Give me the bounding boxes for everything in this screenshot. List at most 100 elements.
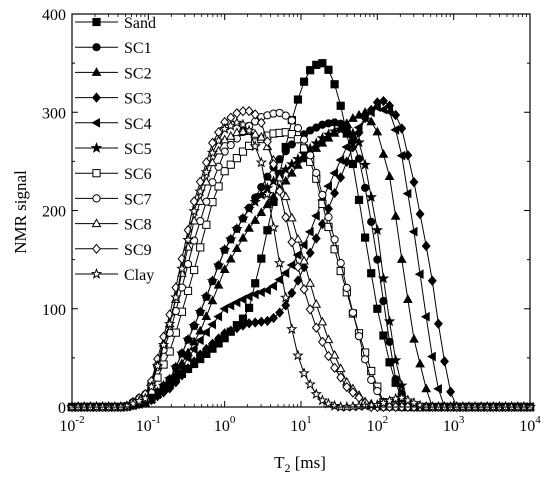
data-point [183, 286, 193, 295]
data-point [281, 147, 290, 156]
data-point [176, 262, 188, 274]
y-tick-label: 0 [58, 400, 66, 417]
data-point [263, 226, 272, 235]
data-point [177, 267, 187, 277]
data-point [256, 207, 267, 216]
data-point [311, 233, 321, 244]
legend-item: SC9 [75, 242, 152, 259]
data-point [409, 177, 419, 188]
y-tick-label: 400 [42, 7, 66, 24]
data-point [226, 160, 235, 169]
y-tick-label: 300 [42, 105, 66, 122]
data-point [299, 135, 309, 144]
data-point [372, 126, 383, 136]
y-tick-label: 100 [42, 302, 66, 319]
data-point [232, 107, 242, 119]
legend-label: Clay [124, 267, 154, 284]
data-point [293, 123, 303, 133]
data-point [287, 116, 296, 125]
series-layer [66, 59, 536, 413]
data-point [214, 162, 223, 171]
data-point [190, 265, 199, 275]
data-point [383, 315, 396, 327]
data-point [378, 148, 389, 158]
data-point [336, 266, 345, 276]
data-point [299, 255, 309, 265]
data-point [354, 154, 364, 163]
data-point [249, 140, 261, 152]
data-point [299, 284, 309, 295]
data-point [274, 172, 285, 182]
data-point [293, 160, 303, 169]
data-point [238, 147, 248, 156]
legend-marker [92, 169, 101, 178]
data-point [305, 247, 315, 258]
data-point [281, 300, 291, 311]
data-point [397, 123, 407, 134]
data-point [384, 106, 394, 117]
data-point [170, 361, 182, 373]
x-axis-label-sub: 2 [284, 461, 290, 475]
data-point [231, 116, 243, 128]
data-point [318, 59, 327, 68]
data-point [286, 260, 296, 270]
legend-label: SC7 [124, 191, 152, 208]
data-point [359, 112, 369, 123]
legend-item: Clay [75, 267, 154, 284]
x-tick-label: 104 [519, 414, 541, 435]
legend-marker [92, 92, 101, 103]
legend-label: SC2 [124, 65, 152, 82]
data-point [244, 223, 254, 232]
data-point [365, 107, 375, 118]
data-point [218, 122, 231, 134]
data-point [226, 325, 236, 336]
data-point [420, 311, 430, 322]
data-point [391, 375, 400, 384]
data-point [305, 278, 316, 287]
legend-item: SC3 [75, 91, 152, 108]
data-point [336, 372, 346, 383]
data-point [414, 269, 424, 280]
data-point [354, 109, 364, 119]
data-point [176, 347, 188, 359]
data-point [323, 181, 332, 191]
legend-item: SC5 [75, 141, 152, 158]
data-point [299, 77, 309, 86]
axes-layer: 0 100 200 300 400 10-2 10-1 100 101 102 103 104 [42, 7, 541, 435]
legend-label: Sand [124, 15, 156, 32]
data-point [324, 65, 333, 74]
data-point [200, 290, 213, 302]
data-point [390, 124, 400, 135]
data-point [293, 233, 303, 243]
data-point [188, 205, 200, 217]
legend-item: SC8 [75, 217, 152, 234]
data-point [238, 106, 248, 117]
data-point [213, 311, 223, 322]
data-point [336, 258, 345, 268]
data-point [328, 399, 341, 411]
data-point [214, 333, 224, 344]
data-point [323, 334, 334, 344]
data-point [330, 187, 340, 199]
data-point [250, 215, 261, 224]
data-point [305, 304, 315, 315]
data-point [341, 142, 351, 152]
data-point [396, 379, 408, 391]
data-point [322, 128, 335, 140]
data-point [317, 316, 328, 326]
x-tick-label: 100 [214, 414, 236, 435]
data-point [421, 240, 431, 252]
data-point [220, 328, 230, 339]
x-tick-label: 10-2 [59, 414, 84, 435]
data-point [207, 295, 218, 305]
data-point [306, 66, 315, 75]
data-point [292, 349, 304, 361]
data-point [232, 154, 241, 163]
data-point [371, 224, 384, 236]
data-point [361, 355, 370, 364]
x-tick-label: 10-1 [136, 414, 161, 435]
data-point [231, 297, 241, 308]
data-point [201, 327, 210, 338]
legend-marker [90, 141, 103, 153]
data-point [310, 388, 322, 400]
